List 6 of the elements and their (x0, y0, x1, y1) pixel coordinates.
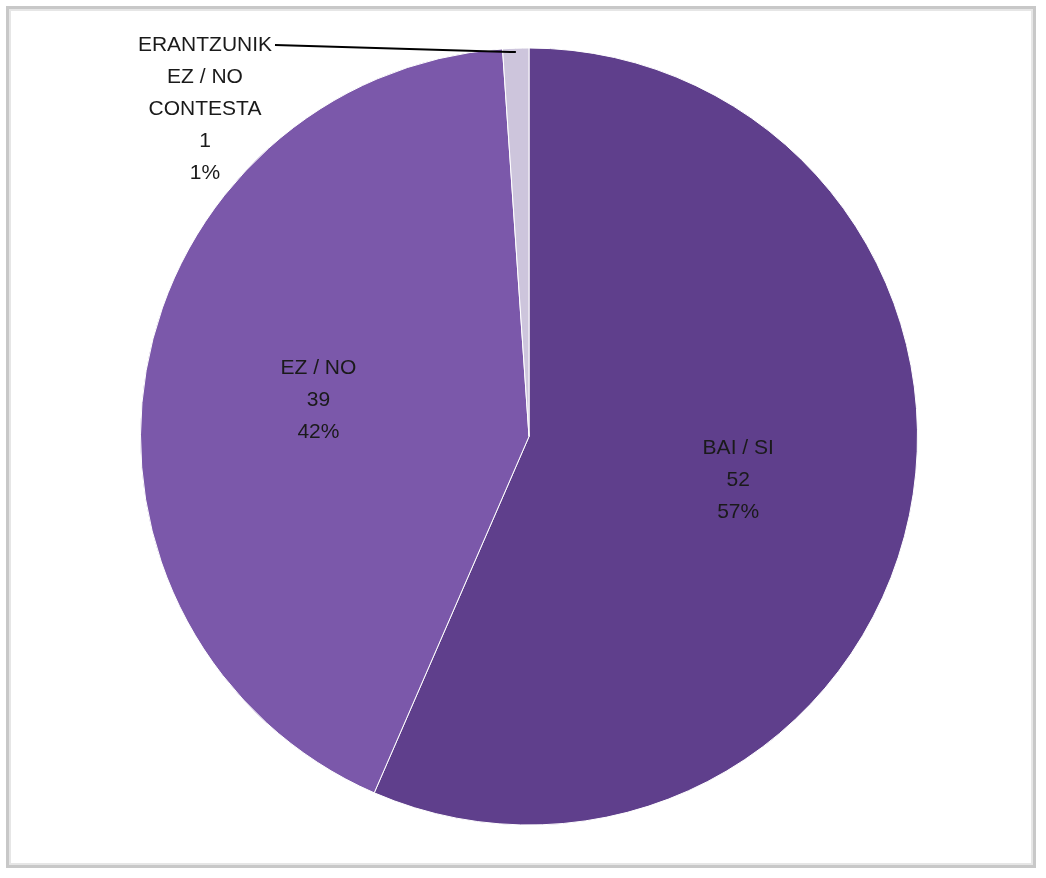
slice-label: ERANTZUNIK EZ / NO CONTESTA (137, 31, 273, 119)
slice-label: BAI / SI (702, 434, 774, 458)
data-label: 39 42% (297, 386, 340, 442)
data-label: 1 1% (189, 127, 221, 183)
data-label: 52 57% (717, 466, 760, 522)
slice-label: EZ / NO (280, 354, 357, 378)
